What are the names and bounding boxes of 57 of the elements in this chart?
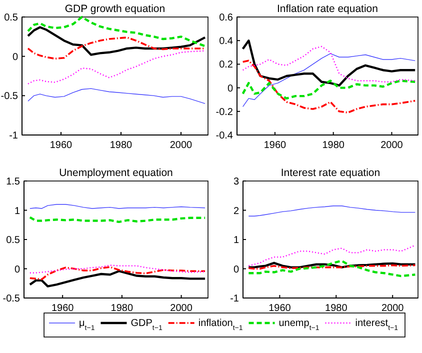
- line-series: [248, 206, 416, 216]
- x-tick-label: 1980: [110, 303, 134, 314]
- line-series: [242, 53, 416, 108]
- line-series: [26, 16, 206, 48]
- line-series: [28, 270, 206, 288]
- y-tick-label: -0.2: [216, 106, 234, 118]
- y-tick-label: 0.5: [4, 12, 18, 24]
- line-series: [242, 46, 416, 82]
- legend-label: inflation$_{t−1}$: [198, 318, 243, 332]
- line-series: [29, 266, 206, 280]
- line-series: [26, 26, 206, 56]
- x-tick-label: 1980: [322, 140, 345, 151]
- y-tick-label: 0.6: [219, 12, 234, 24]
- legend-label: GDP$_{t−1}$: [130, 318, 162, 332]
- line-series: [29, 264, 206, 274]
- line-series: [27, 50, 206, 84]
- legend-label: μ$_{t−1}$: [79, 318, 95, 332]
- legend-label: interest$_{t−1}$: [355, 318, 398, 332]
- y-tick-label: 1: [233, 235, 240, 246]
- line-series: [27, 36, 206, 60]
- chart-title: GDP growth equation: [64, 3, 166, 15]
- x-tick-label: 1980: [325, 303, 348, 314]
- y-tick-label: -0.5: [2, 294, 20, 304]
- y-tick-label: -1: [230, 294, 240, 304]
- legend-label: unemp$_{t−1}$: [278, 318, 320, 332]
- line-series: [242, 60, 416, 114]
- line-series: [248, 260, 416, 278]
- y-tick-label: 0.5: [6, 235, 20, 246]
- y-tick-label: 0: [14, 264, 20, 276]
- line-series: [242, 40, 416, 87]
- y-tick-label: 0: [12, 52, 18, 63]
- line-series: [28, 88, 206, 104]
- x-tick-label: 1960: [264, 140, 287, 151]
- x-tick-label: 1960: [268, 303, 292, 314]
- y-tick-label: -0.5: [0, 91, 18, 102]
- x-tick-label: 1960: [50, 140, 73, 151]
- y-tick-label: -0.4: [216, 130, 234, 142]
- y-tick-label: 0.2: [219, 60, 234, 71]
- x-tick-label: 2000: [381, 303, 404, 314]
- x-tick-label: 2000: [170, 303, 193, 314]
- chart-title: Inflation rate equation: [277, 3, 378, 15]
- y-tick-label: 0: [227, 83, 234, 94]
- y-tick-label: 0.4: [219, 36, 234, 48]
- y-tick-label: 3: [233, 176, 240, 188]
- y-tick-label: 0: [233, 264, 240, 276]
- line-series: [248, 244, 416, 266]
- x-tick-label: 1960: [51, 303, 74, 314]
- chart-title: Interest rate equation: [280, 167, 380, 179]
- chart-title: Unemployment equation: [59, 167, 174, 179]
- x-tick-label: 2000: [380, 140, 404, 151]
- y-tick-label: 1.5: [6, 176, 20, 188]
- x-tick-label: 1980: [110, 140, 133, 151]
- line-series: [242, 80, 416, 100]
- y-tick-label: 1: [14, 206, 20, 217]
- y-tick-label: 2: [233, 206, 240, 217]
- x-tick-label: 2000: [170, 140, 193, 151]
- y-tick-label: -1: [9, 130, 18, 142]
